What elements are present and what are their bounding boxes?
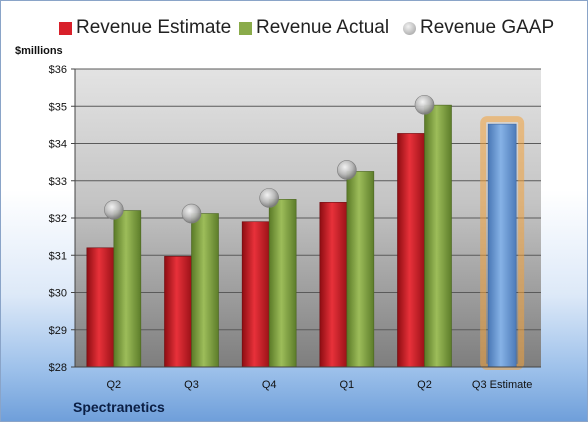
marker-revenue-gaap (337, 160, 357, 180)
y-tick-label: $32 (49, 213, 67, 225)
legend-label-gaap: Revenue GAAP (420, 17, 555, 38)
y-tick-label: $35 (49, 101, 67, 113)
bar-revenue-estimate (241, 221, 270, 368)
y-tick-label: $31 (49, 250, 67, 262)
bar-revenue-estimate (319, 202, 348, 368)
gaap-markers (104, 94, 435, 224)
legend-swatch-estimate (59, 22, 72, 35)
x-axis: Q2 Q3 Q4 Q1 Q2 Q3 Estimate (75, 366, 541, 391)
marker-revenue-gaap (259, 188, 279, 208)
marker-revenue-gaap (181, 203, 202, 224)
legend-label-estimate: Revenue Estimate (76, 17, 232, 38)
bar-revenue-estimate (164, 256, 192, 368)
y-tick-label: $36 (49, 64, 67, 76)
y-tick-label: $30 (49, 288, 67, 300)
marker-revenue-gaap (414, 94, 435, 115)
company-label: Spectranetics (73, 399, 165, 415)
bar-revenue-estimate (86, 247, 115, 368)
bar-revenue-actual (113, 210, 142, 368)
y-tick-label: $33 (49, 176, 67, 188)
x-tick-label: Q3 Estimate (472, 379, 533, 391)
x-tick-label: Q2 (106, 379, 121, 391)
bars (86, 104, 525, 370)
legend-swatch-gaap (403, 22, 416, 35)
y-unit-label: $millions (15, 45, 63, 57)
y-tick-label: $34 (49, 139, 67, 151)
bar-revenue-actual (346, 171, 375, 368)
y-tick-label: $28 (49, 362, 67, 374)
bar-revenue-estimate (397, 133, 425, 368)
bar-revenue-actual (268, 199, 297, 368)
y-tick-label: $29 (49, 325, 67, 337)
bar-q3-estimate (487, 123, 517, 368)
y-axis: $28 $29 $30 $31 $32 $33 $34 $35 $36 (49, 64, 76, 374)
x-tick-label: Q2 (417, 379, 432, 391)
x-tick-label: Q1 (339, 379, 354, 391)
bar-revenue-actual (424, 104, 452, 368)
legend-label-actual: Revenue Actual (256, 17, 390, 38)
legend-swatch-actual (239, 22, 252, 35)
x-tick-label: Q3 (184, 379, 199, 391)
bar-revenue-actual (191, 213, 219, 368)
x-tick-label: Q4 (262, 379, 277, 391)
marker-revenue-gaap (104, 200, 124, 220)
